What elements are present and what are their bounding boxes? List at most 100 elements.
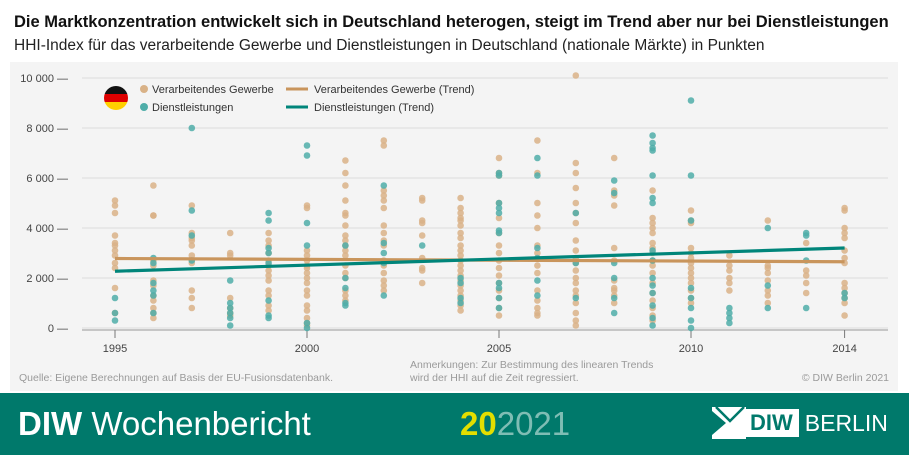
manufacturing-point xyxy=(495,264,503,272)
manufacturing-point xyxy=(457,194,464,202)
manufacturing-point xyxy=(841,254,848,262)
x-tick-label: 2014 xyxy=(832,343,856,355)
manufacturing-point xyxy=(534,262,541,269)
manufacturing-point xyxy=(380,287,388,294)
manufacturing-point xyxy=(380,192,388,199)
services-point xyxy=(226,314,234,322)
services-point xyxy=(534,172,541,179)
manufacturing-point xyxy=(495,312,503,319)
services-point xyxy=(495,172,503,179)
x-tick-label: 2000 xyxy=(295,343,319,355)
publication-name: DIW Wochenbericht xyxy=(18,405,311,443)
services-point xyxy=(265,209,272,217)
manufacturing-point xyxy=(150,304,157,312)
manufacturing-point xyxy=(841,234,848,242)
german-flag-icon xyxy=(104,94,128,102)
manufacturing-point xyxy=(303,302,311,309)
manufacturing-point xyxy=(572,299,580,307)
legend-marker-icon xyxy=(140,85,148,93)
manufacturing-point xyxy=(802,279,810,287)
manufacturing-point xyxy=(265,302,272,309)
services-point xyxy=(380,249,388,257)
manufacturing-point xyxy=(534,304,541,312)
legend-label: Dienstleistungen xyxy=(152,102,233,114)
manufacturing-point xyxy=(380,204,388,212)
manufacturing-point xyxy=(495,249,503,257)
services-point xyxy=(687,217,695,224)
services-point xyxy=(649,302,656,309)
x-tick-label: 1995 xyxy=(103,343,127,355)
services-point xyxy=(649,132,656,139)
manufacturing-point xyxy=(111,197,119,204)
services-point xyxy=(649,322,656,329)
services-trend-line xyxy=(114,246,845,273)
remarks-note-2: wird der HHI auf die Zeit regressiert. xyxy=(410,372,579,384)
manufacturing-point xyxy=(150,314,157,322)
manufacturing-point xyxy=(764,217,772,224)
manufacturing-point xyxy=(457,247,464,254)
manufacturing-point xyxy=(188,294,196,302)
manufacturing-point xyxy=(303,247,311,254)
services-point xyxy=(495,279,503,287)
services-point xyxy=(764,304,772,312)
manufacturing-point xyxy=(572,279,580,287)
manufacturing-point xyxy=(572,159,580,167)
manufacturing-point xyxy=(764,299,772,307)
brand-bold: DIW xyxy=(18,405,83,442)
services-point xyxy=(457,299,464,307)
manufacturing-point xyxy=(418,197,426,204)
manufacturing-point xyxy=(380,142,388,149)
manufacturing-point xyxy=(150,297,157,304)
y-tick-label: 4 000 — xyxy=(26,223,68,235)
services-point xyxy=(534,154,541,162)
remarks-note-1: Anmerkungen: Zur Bestimmung des linearen… xyxy=(410,359,654,371)
services-point xyxy=(265,314,272,322)
manufacturing-point xyxy=(572,184,580,192)
manufacturing-point xyxy=(610,287,618,294)
manufacturing-point xyxy=(111,242,119,249)
services-point xyxy=(764,282,772,289)
services-point xyxy=(111,294,119,302)
manufacturing-point xyxy=(572,247,580,254)
manufacturing-point xyxy=(649,214,656,222)
services-point xyxy=(495,199,503,207)
manufacturing-point xyxy=(150,182,157,189)
manufacturing-point xyxy=(495,154,503,162)
services-point xyxy=(687,317,695,324)
manufacturing-point xyxy=(303,314,311,322)
manufacturing-point xyxy=(726,267,733,274)
services-point xyxy=(303,152,311,159)
manufacturing-point xyxy=(610,299,618,307)
services-point xyxy=(303,324,311,332)
manufacturing-point xyxy=(457,307,464,314)
services-point xyxy=(150,309,157,317)
manufacturing-point xyxy=(687,269,695,277)
manufacturing-point xyxy=(534,312,541,319)
manufacturing-point xyxy=(111,284,119,292)
manufacturing-point xyxy=(111,202,119,209)
manufacturing-point xyxy=(764,269,772,277)
services-point xyxy=(649,289,656,297)
services-point xyxy=(649,139,656,147)
services-point xyxy=(226,322,234,329)
services-point xyxy=(534,244,541,252)
manufacturing-point xyxy=(572,317,580,324)
manufacturing-point xyxy=(841,224,848,232)
manufacturing-point xyxy=(380,197,388,204)
services-point xyxy=(265,297,272,304)
manufacturing-point xyxy=(687,207,695,214)
manufacturing-point xyxy=(303,292,311,299)
manufacturing-point xyxy=(380,282,388,289)
services-point xyxy=(726,304,733,312)
manufacturing-point xyxy=(418,219,426,227)
manufacturing-point xyxy=(610,244,618,252)
services-point xyxy=(188,207,196,214)
services-point xyxy=(649,199,656,207)
manufacturing-point xyxy=(495,214,503,222)
manufacturing-point xyxy=(649,224,656,232)
manufacturing-point xyxy=(457,242,464,249)
manufacturing-point xyxy=(572,199,580,207)
manufacturing-point xyxy=(188,304,196,312)
manufacturing-point xyxy=(303,307,311,314)
manufacturing-point xyxy=(342,252,349,259)
